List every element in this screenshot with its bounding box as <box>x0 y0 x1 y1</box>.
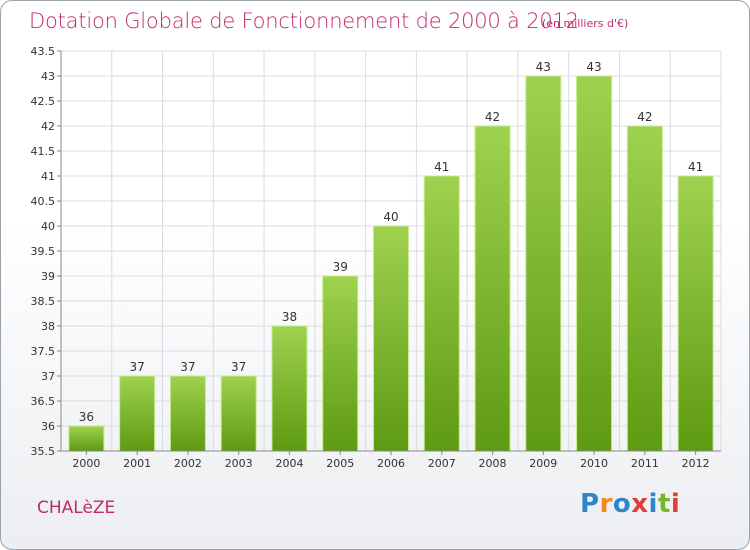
y-tick-label: 41.5 <box>31 145 56 158</box>
chart-title: Dotation Globale de Fonctionnement de 20… <box>29 9 579 33</box>
x-tick-label: 2006 <box>377 457 405 470</box>
y-tick-label: 37 <box>41 370 55 383</box>
value-label: 36 <box>79 410 94 424</box>
value-label: 38 <box>282 310 297 324</box>
bar-2010[interactable] <box>576 75 613 452</box>
y-tick-label: 35.5 <box>31 445 56 458</box>
x-tick-label: 2005 <box>326 457 354 470</box>
value-label: 37 <box>231 360 246 374</box>
x-tick-label: 2009 <box>529 457 557 470</box>
x-tick-label: 2008 <box>479 457 507 470</box>
y-tick-label: 43 <box>41 70 55 83</box>
x-tick-label: 2007 <box>428 457 456 470</box>
axes: 35.5 36 36.5 37 37.5 38 38.5 39 39.5 40 40.5 41 41.5… <box>31 45 721 470</box>
bar-2009[interactable] <box>525 75 562 452</box>
bar-2004[interactable] <box>271 325 308 452</box>
value-label: 43 <box>586 60 601 74</box>
bar-2011[interactable] <box>626 125 663 452</box>
bar-2005[interactable] <box>322 275 359 452</box>
y-tick-label: 42.5 <box>31 95 56 108</box>
logo-letter: x <box>631 489 649 519</box>
proxiti-logo[interactable]: Proxiti <box>580 489 680 519</box>
x-tick-label: 2000 <box>72 457 100 470</box>
bar-2008[interactable] <box>474 125 511 452</box>
y-tick-label: 38 <box>41 320 55 333</box>
logo-letter: i <box>670 489 681 519</box>
bar-2012[interactable] <box>677 175 714 452</box>
y-tick-label: 42 <box>41 120 55 133</box>
data-labels: 36 37 37 37 38 39 40 41 42 43 43 42 41 <box>79 60 704 424</box>
logo-letter: i <box>648 489 658 519</box>
y-tick-label: 40.5 <box>31 195 56 208</box>
value-label: 40 <box>383 210 398 224</box>
bar-2000[interactable] <box>68 425 105 452</box>
value-label: 41 <box>434 160 449 174</box>
y-tick-label: 37.5 <box>31 345 56 358</box>
commune-name: CHALèZE <box>37 498 116 518</box>
y-tick-label: 38.5 <box>31 295 56 308</box>
x-tick-label: 2003 <box>225 457 253 470</box>
x-tick-label: 2012 <box>682 457 710 470</box>
y-tick-label: 41 <box>41 170 55 183</box>
bar-2001[interactable] <box>119 375 156 452</box>
logo-letter: P <box>580 489 600 519</box>
logo-letter: t <box>657 489 671 519</box>
value-label: 37 <box>130 360 145 374</box>
y-tick-label: 39 <box>41 270 55 283</box>
x-tick-label: 2001 <box>123 457 151 470</box>
bar-2007[interactable] <box>423 175 460 452</box>
logo-letter: o <box>612 489 632 519</box>
value-label: 43 <box>536 60 551 74</box>
value-label: 39 <box>333 260 348 274</box>
y-tick-label: 40 <box>41 220 55 233</box>
x-tick-label: 2002 <box>174 457 202 470</box>
value-label: 37 <box>180 360 195 374</box>
x-tick-label: 2011 <box>631 457 659 470</box>
value-label: 42 <box>485 110 500 124</box>
value-label: 41 <box>688 160 703 174</box>
bars <box>68 75 714 452</box>
y-tick-label: 43.5 <box>31 45 56 58</box>
value-label: 42 <box>637 110 652 124</box>
y-tick-label: 39.5 <box>31 245 56 258</box>
y-tick-label: 36 <box>41 420 55 433</box>
bar-2002[interactable] <box>169 375 206 452</box>
bar-2003[interactable] <box>220 375 257 452</box>
x-tick-label: 2010 <box>580 457 608 470</box>
chart-subtitle: (en milliers d'€) <box>542 17 629 30</box>
y-tick-label: 36.5 <box>31 395 56 408</box>
x-tick-label: 2004 <box>275 457 303 470</box>
logo-letter: r <box>599 489 613 519</box>
bar-2006[interactable] <box>373 225 409 452</box>
